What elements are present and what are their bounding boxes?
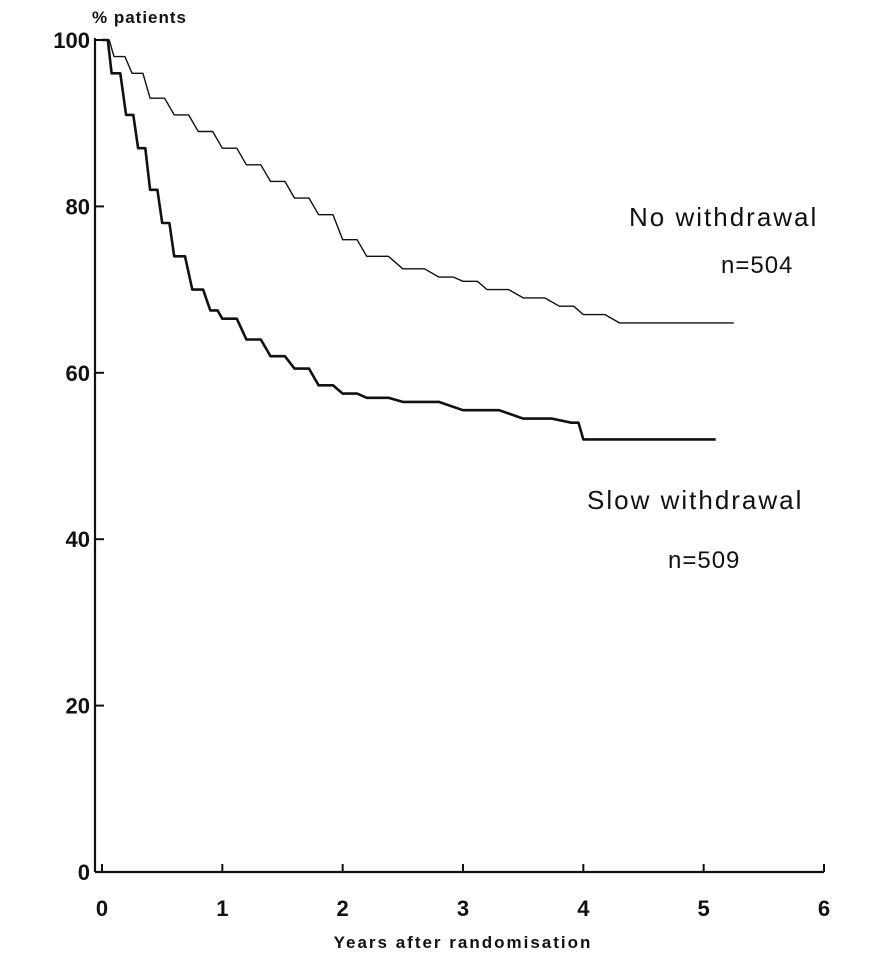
- axes: 0 20 40 60 80 100 0 1 2 3 4 5 6: [53, 28, 830, 921]
- series-line-no-withdrawal: [102, 39, 734, 324]
- y-tick-label: 100: [53, 28, 90, 53]
- series-labels: No withdrawal n=504 Slow withdrawal n=50…: [587, 202, 818, 574]
- series-label-slow-withdrawal: Slow withdrawal: [587, 485, 803, 515]
- y-tick-label: 20: [66, 694, 90, 719]
- series-lines: [102, 38, 734, 441]
- series-label-no-withdrawal: No withdrawal: [629, 202, 818, 232]
- y-tick-label: 80: [66, 194, 90, 219]
- y-tick-label: 60: [66, 361, 90, 386]
- x-axis-title: Years after randomisation: [334, 933, 593, 952]
- x-tick-label: 0: [96, 896, 108, 921]
- y-ticks: 0 20 40 60 80 100: [53, 28, 104, 885]
- y-axis-title: % patients: [92, 8, 187, 27]
- series-n-slow-withdrawal: n=509: [668, 547, 740, 574]
- x-ticks: 0 1 2 3 4 5 6: [96, 864, 830, 921]
- series-n-no-withdrawal: n=504: [721, 252, 793, 279]
- series-line-slow-withdrawal: [102, 38, 716, 441]
- x-tick-label: 3: [457, 896, 469, 921]
- x-tick-label: 2: [337, 896, 349, 921]
- x-tick-label: 1: [216, 896, 228, 921]
- x-tick-label: 5: [698, 896, 710, 921]
- x-tick-label: 6: [818, 896, 830, 921]
- x-tick-label: 4: [577, 896, 590, 921]
- y-tick-label: 40: [66, 527, 90, 552]
- y-tick-label: 0: [78, 860, 90, 885]
